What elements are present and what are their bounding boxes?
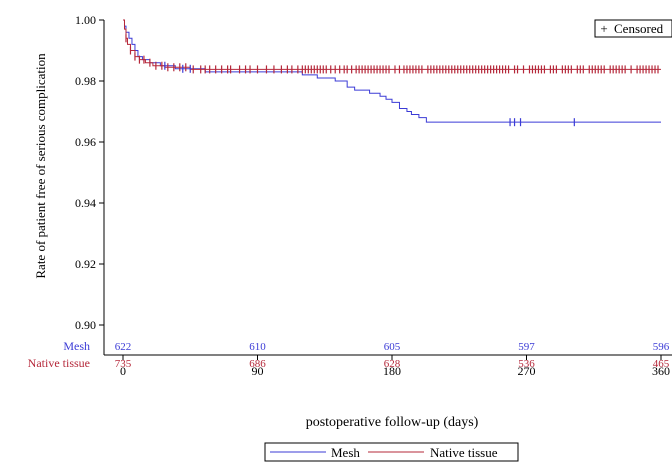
at-risk-label-mesh: Mesh: [63, 339, 90, 353]
legend-label-mesh: Mesh: [331, 445, 360, 460]
at-risk-count: 628: [384, 358, 401, 370]
x-tick-label: 0: [120, 364, 126, 378]
y-tick-label: 0.94: [75, 196, 96, 210]
at-risk-count: 536: [518, 358, 535, 370]
censored-legend: + Censored: [594, 19, 672, 38]
censor-marks: [125, 34, 659, 127]
axes: [103, 20, 672, 356]
x-tick-label: 270: [518, 364, 536, 378]
censored-legend-symbol: +: [600, 21, 607, 36]
at-risk-count: 622: [115, 341, 132, 353]
x-tick-label: 360: [652, 364, 670, 378]
y-axis-label: Rate of patient free of serious complica…: [33, 53, 48, 279]
censored-legend-label: Censored: [614, 21, 664, 36]
y-tick-label: 1.00: [75, 13, 96, 27]
x-tick-label: 180: [383, 364, 401, 378]
censored-legend-box: [594, 19, 672, 38]
x-ticks: 0 90 180 270 360: [120, 355, 670, 378]
at-risk-count: 596: [653, 341, 670, 353]
y-tick-label: 0.96: [75, 135, 96, 149]
at-risk-count: 465: [653, 358, 670, 370]
y-tick-label: 0.90: [75, 318, 96, 332]
at-risk-count: 597: [518, 341, 535, 353]
at-risk-table: Mesh 622 610 605 597 596 Native tissue 735 686 62…: [28, 339, 670, 370]
curve-mesh: [123, 19, 661, 123]
at-risk-count: 686: [249, 358, 266, 370]
x-axis-label: postoperative follow-up (days): [306, 415, 479, 430]
y-tick-label: 0.92: [75, 257, 96, 271]
y-ticks: 0.90 0.92 0.94 0.96 0.98 1.00: [75, 13, 104, 332]
legend-label-native-tissue: Native tissue: [430, 445, 498, 460]
legend: Mesh Native tissue: [264, 442, 519, 462]
at-risk-label-native-tissue: Native tissue: [28, 356, 90, 370]
at-risk-count: 605: [384, 341, 401, 353]
at-risk-count: 735: [115, 358, 132, 370]
curve-native-tissue: [123, 19, 661, 70]
x-tick-label: 90: [252, 364, 264, 378]
at-risk-count: 610: [249, 341, 266, 353]
y-tick-label: 0.98: [75, 74, 96, 88]
